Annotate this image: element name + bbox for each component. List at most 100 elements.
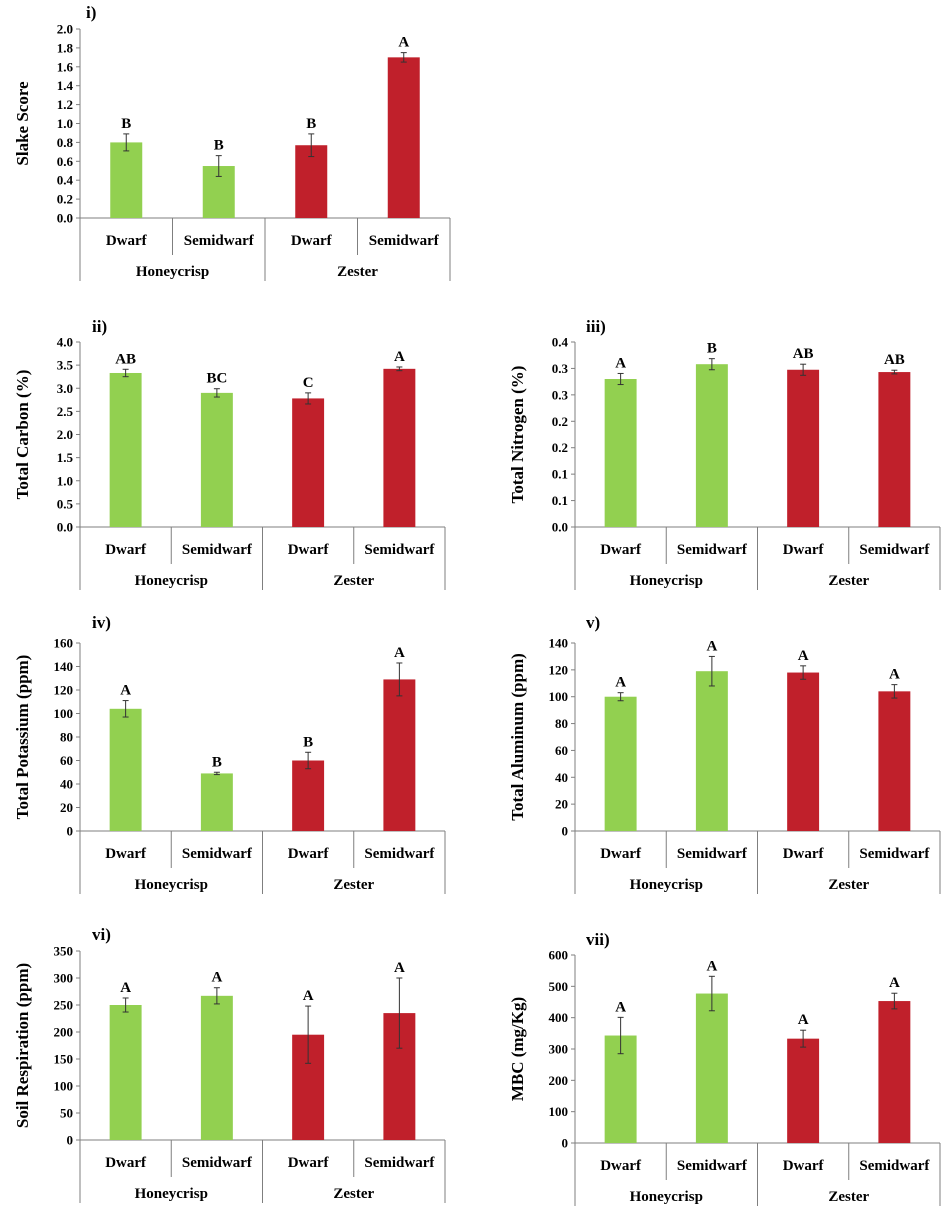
bar-honeycrisp-dwarf bbox=[110, 142, 143, 218]
significance-letter: A bbox=[303, 988, 314, 1004]
bar-honeycrisp-dwarf bbox=[604, 379, 637, 527]
group-label-honeycrisp: Honeycrisp bbox=[630, 573, 703, 589]
y-tick-label: 0.4 bbox=[57, 173, 74, 188]
group-label-honeycrisp: Honeycrisp bbox=[135, 877, 208, 893]
category-label: Semidwarf bbox=[184, 233, 255, 249]
group-label-zester: Zester bbox=[333, 877, 374, 893]
y-tick-label: 3.0 bbox=[57, 381, 73, 396]
category-label: Semidwarf bbox=[859, 542, 930, 558]
y-tick-label: 0 bbox=[67, 1133, 74, 1148]
category-label: Semidwarf bbox=[859, 1158, 930, 1174]
y-tick-label: 500 bbox=[549, 979, 569, 994]
y-tick-label: 100 bbox=[54, 706, 74, 721]
y-tick-label: 0.3 bbox=[552, 387, 569, 402]
significance-letter: AB bbox=[884, 352, 905, 368]
bar-honeycrisp-semidwarf bbox=[695, 993, 728, 1143]
y-tick-label: 80 bbox=[555, 716, 568, 731]
significance-letter: A bbox=[394, 349, 405, 365]
significance-letter: A bbox=[615, 355, 626, 371]
significance-letter: B bbox=[707, 341, 717, 357]
y-tick-label: 80 bbox=[60, 730, 73, 745]
panel-title: v) bbox=[586, 613, 600, 632]
y-tick-label: 120 bbox=[54, 683, 74, 698]
category-label: Dwarf bbox=[600, 542, 642, 558]
y-tick-label: 100 bbox=[549, 1104, 569, 1119]
panel-title: vii) bbox=[586, 930, 610, 949]
bar-honeycrisp-semidwarf bbox=[200, 773, 233, 831]
significance-letter: C bbox=[303, 375, 314, 391]
category-label: Dwarf bbox=[106, 233, 148, 249]
category-label: Semidwarf bbox=[677, 1158, 748, 1174]
category-label: Dwarf bbox=[105, 542, 147, 558]
y-tick-label: 60 bbox=[555, 743, 568, 758]
y-tick-label: 1.0 bbox=[57, 473, 73, 488]
y-tick-label: 140 bbox=[54, 659, 74, 674]
y-tick-label: 0.2 bbox=[552, 414, 568, 429]
y-tick-label: 160 bbox=[54, 636, 74, 651]
group-label-honeycrisp: Honeycrisp bbox=[135, 573, 208, 589]
significance-letter: A bbox=[394, 960, 405, 976]
bar-zester-semidwarf bbox=[878, 1001, 911, 1143]
y-tick-label: 120 bbox=[549, 662, 569, 677]
category-label: Dwarf bbox=[288, 542, 330, 558]
y-tick-label: 0 bbox=[562, 824, 569, 839]
y-tick-label: 0.6 bbox=[57, 154, 74, 169]
group-label-honeycrisp: Honeycrisp bbox=[630, 877, 703, 893]
panel-title: i) bbox=[86, 3, 96, 22]
y-tick-label: 2.0 bbox=[57, 22, 73, 37]
bar-honeycrisp-dwarf bbox=[109, 708, 142, 831]
y-tick-label: 300 bbox=[549, 1042, 569, 1057]
y-axis-label: MBC (mg/Kg) bbox=[508, 997, 527, 1101]
y-tick-label: 1.8 bbox=[57, 40, 74, 55]
y-tick-label: 0.0 bbox=[57, 520, 73, 535]
y-tick-label: 1.0 bbox=[57, 116, 73, 131]
significance-letter: AB bbox=[793, 346, 814, 362]
y-tick-label: 1.2 bbox=[57, 97, 73, 112]
significance-letter: AB bbox=[115, 351, 136, 367]
y-tick-label: 20 bbox=[555, 797, 568, 812]
y-tick-label: 1.5 bbox=[57, 450, 74, 465]
panel-title: ii) bbox=[92, 317, 107, 336]
panel-total-potassium: iv) Total Potassium (ppm) 0 20 40 60 80 100 120 1… bbox=[13, 613, 446, 894]
y-tick-label: 0.5 bbox=[57, 496, 74, 511]
category-label: Dwarf bbox=[600, 846, 642, 862]
y-tick-label: 0.8 bbox=[57, 135, 74, 150]
significance-letter: BC bbox=[206, 371, 227, 387]
y-tick-label: 0.0 bbox=[552, 520, 568, 535]
significance-letter: A bbox=[798, 648, 809, 664]
panel-mbc: vii) MBC (mg/Kg) 0 100 200 300 400 500 600 A Dwarf… bbox=[508, 930, 941, 1206]
y-tick-label: 40 bbox=[60, 777, 73, 792]
category-label: Dwarf bbox=[288, 1155, 330, 1171]
y-tick-label: 4.0 bbox=[57, 335, 73, 350]
panel-title: iv) bbox=[92, 613, 111, 632]
panel-title: vi) bbox=[92, 925, 111, 944]
y-tick-label: 400 bbox=[549, 1010, 569, 1025]
y-tick-label: 150 bbox=[54, 1052, 74, 1067]
significance-letter: B bbox=[306, 116, 316, 132]
category-label: Dwarf bbox=[783, 1158, 825, 1174]
y-tick-label: 0 bbox=[67, 824, 74, 839]
bar-honeycrisp-semidwarf bbox=[200, 392, 233, 527]
panel-total-carbon: ii) Total Carbon (%) 0.0 0.5 1.0 1.5 2.0 2.5 3.0… bbox=[13, 317, 446, 590]
y-axis-label: Slake Score bbox=[13, 81, 32, 166]
y-tick-label: 100 bbox=[549, 689, 569, 704]
category-label: Semidwarf bbox=[364, 1155, 435, 1171]
significance-letter: A bbox=[798, 1012, 809, 1028]
group-label-zester: Zester bbox=[333, 573, 374, 589]
bar-honeycrisp-dwarf bbox=[109, 372, 142, 527]
significance-letter: A bbox=[120, 683, 131, 699]
bar-zester-semidwarf bbox=[878, 372, 911, 527]
group-label-zester: Zester bbox=[828, 573, 869, 589]
y-tick-label: 0.2 bbox=[57, 192, 73, 207]
significance-letter: B bbox=[303, 734, 313, 750]
y-axis-label: Total Nitrogen (%) bbox=[508, 366, 527, 504]
y-tick-label: 250 bbox=[54, 998, 74, 1013]
significance-letter: A bbox=[398, 35, 409, 51]
panel-total-nitrogen: iii) Total Nitrogen (%) 0.0 0.1 0.1 0.2 0.2 0.3… bbox=[508, 317, 941, 590]
group-label-zester: Zester bbox=[337, 264, 378, 280]
group-label-honeycrisp: Honeycrisp bbox=[135, 1186, 208, 1202]
y-tick-label: 200 bbox=[54, 1025, 74, 1040]
bar-honeycrisp-semidwarf bbox=[695, 364, 728, 527]
bar-honeycrisp-dwarf bbox=[109, 1005, 142, 1140]
group-label-zester: Zester bbox=[828, 877, 869, 893]
